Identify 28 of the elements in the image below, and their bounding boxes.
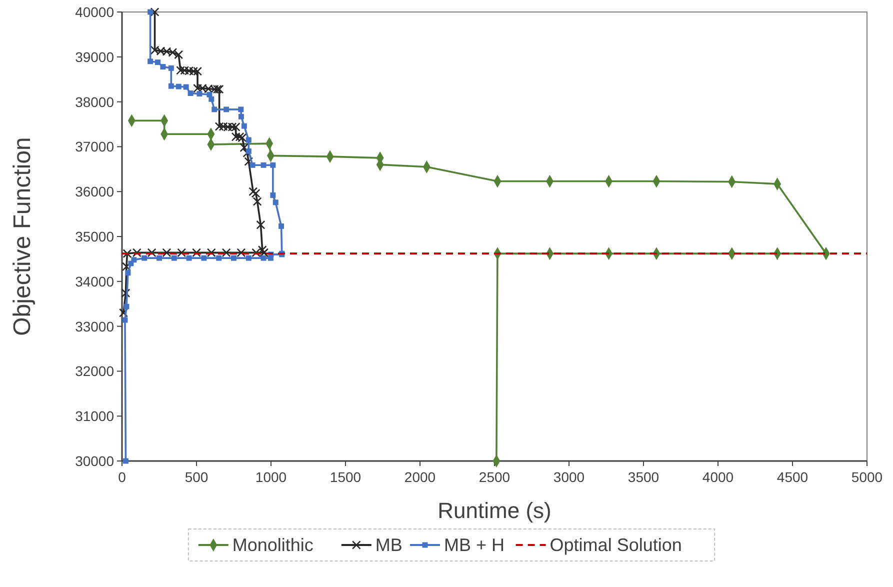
x-tick-label: 500 xyxy=(184,469,208,485)
legend-label: Optimal Solution xyxy=(550,535,682,555)
y-tick-label: 34000 xyxy=(75,273,114,290)
y-tick-label: 37000 xyxy=(75,138,114,155)
y-tick-label: 33000 xyxy=(75,318,114,334)
y-tick-label: 38000 xyxy=(75,94,114,110)
y-tick-label: 40000 xyxy=(75,4,114,20)
y-tick-label: 39000 xyxy=(75,48,114,65)
x-tick-label: 5000 xyxy=(851,469,883,485)
x-tick-label: 1500 xyxy=(330,469,362,485)
x-axis-title: Runtime (s) xyxy=(438,498,552,523)
x-tick-label: 1000 xyxy=(255,469,287,485)
legend-label: Monolithic xyxy=(232,535,314,555)
legend-label: MB xyxy=(375,535,402,555)
x-tick-label: 2500 xyxy=(478,469,510,485)
x-tick-label: 0 xyxy=(118,469,126,485)
legend-label: MB + H xyxy=(444,535,505,555)
y-tick-label: 30000 xyxy=(75,453,114,469)
y-axis-title: Objective Function xyxy=(9,137,36,336)
x-tick-label: 4000 xyxy=(702,469,734,485)
x-tick-label: 3500 xyxy=(628,469,660,485)
y-tick-label: 31000 xyxy=(75,408,114,424)
x-tick-label: 4500 xyxy=(776,469,808,485)
y-tick-label: 32000 xyxy=(75,363,114,380)
y-tick-label: 36000 xyxy=(75,184,114,200)
y-tick-label: 35000 xyxy=(75,228,114,244)
x-tick-label: 3000 xyxy=(553,469,585,485)
x-tick-label: 2000 xyxy=(404,469,436,485)
